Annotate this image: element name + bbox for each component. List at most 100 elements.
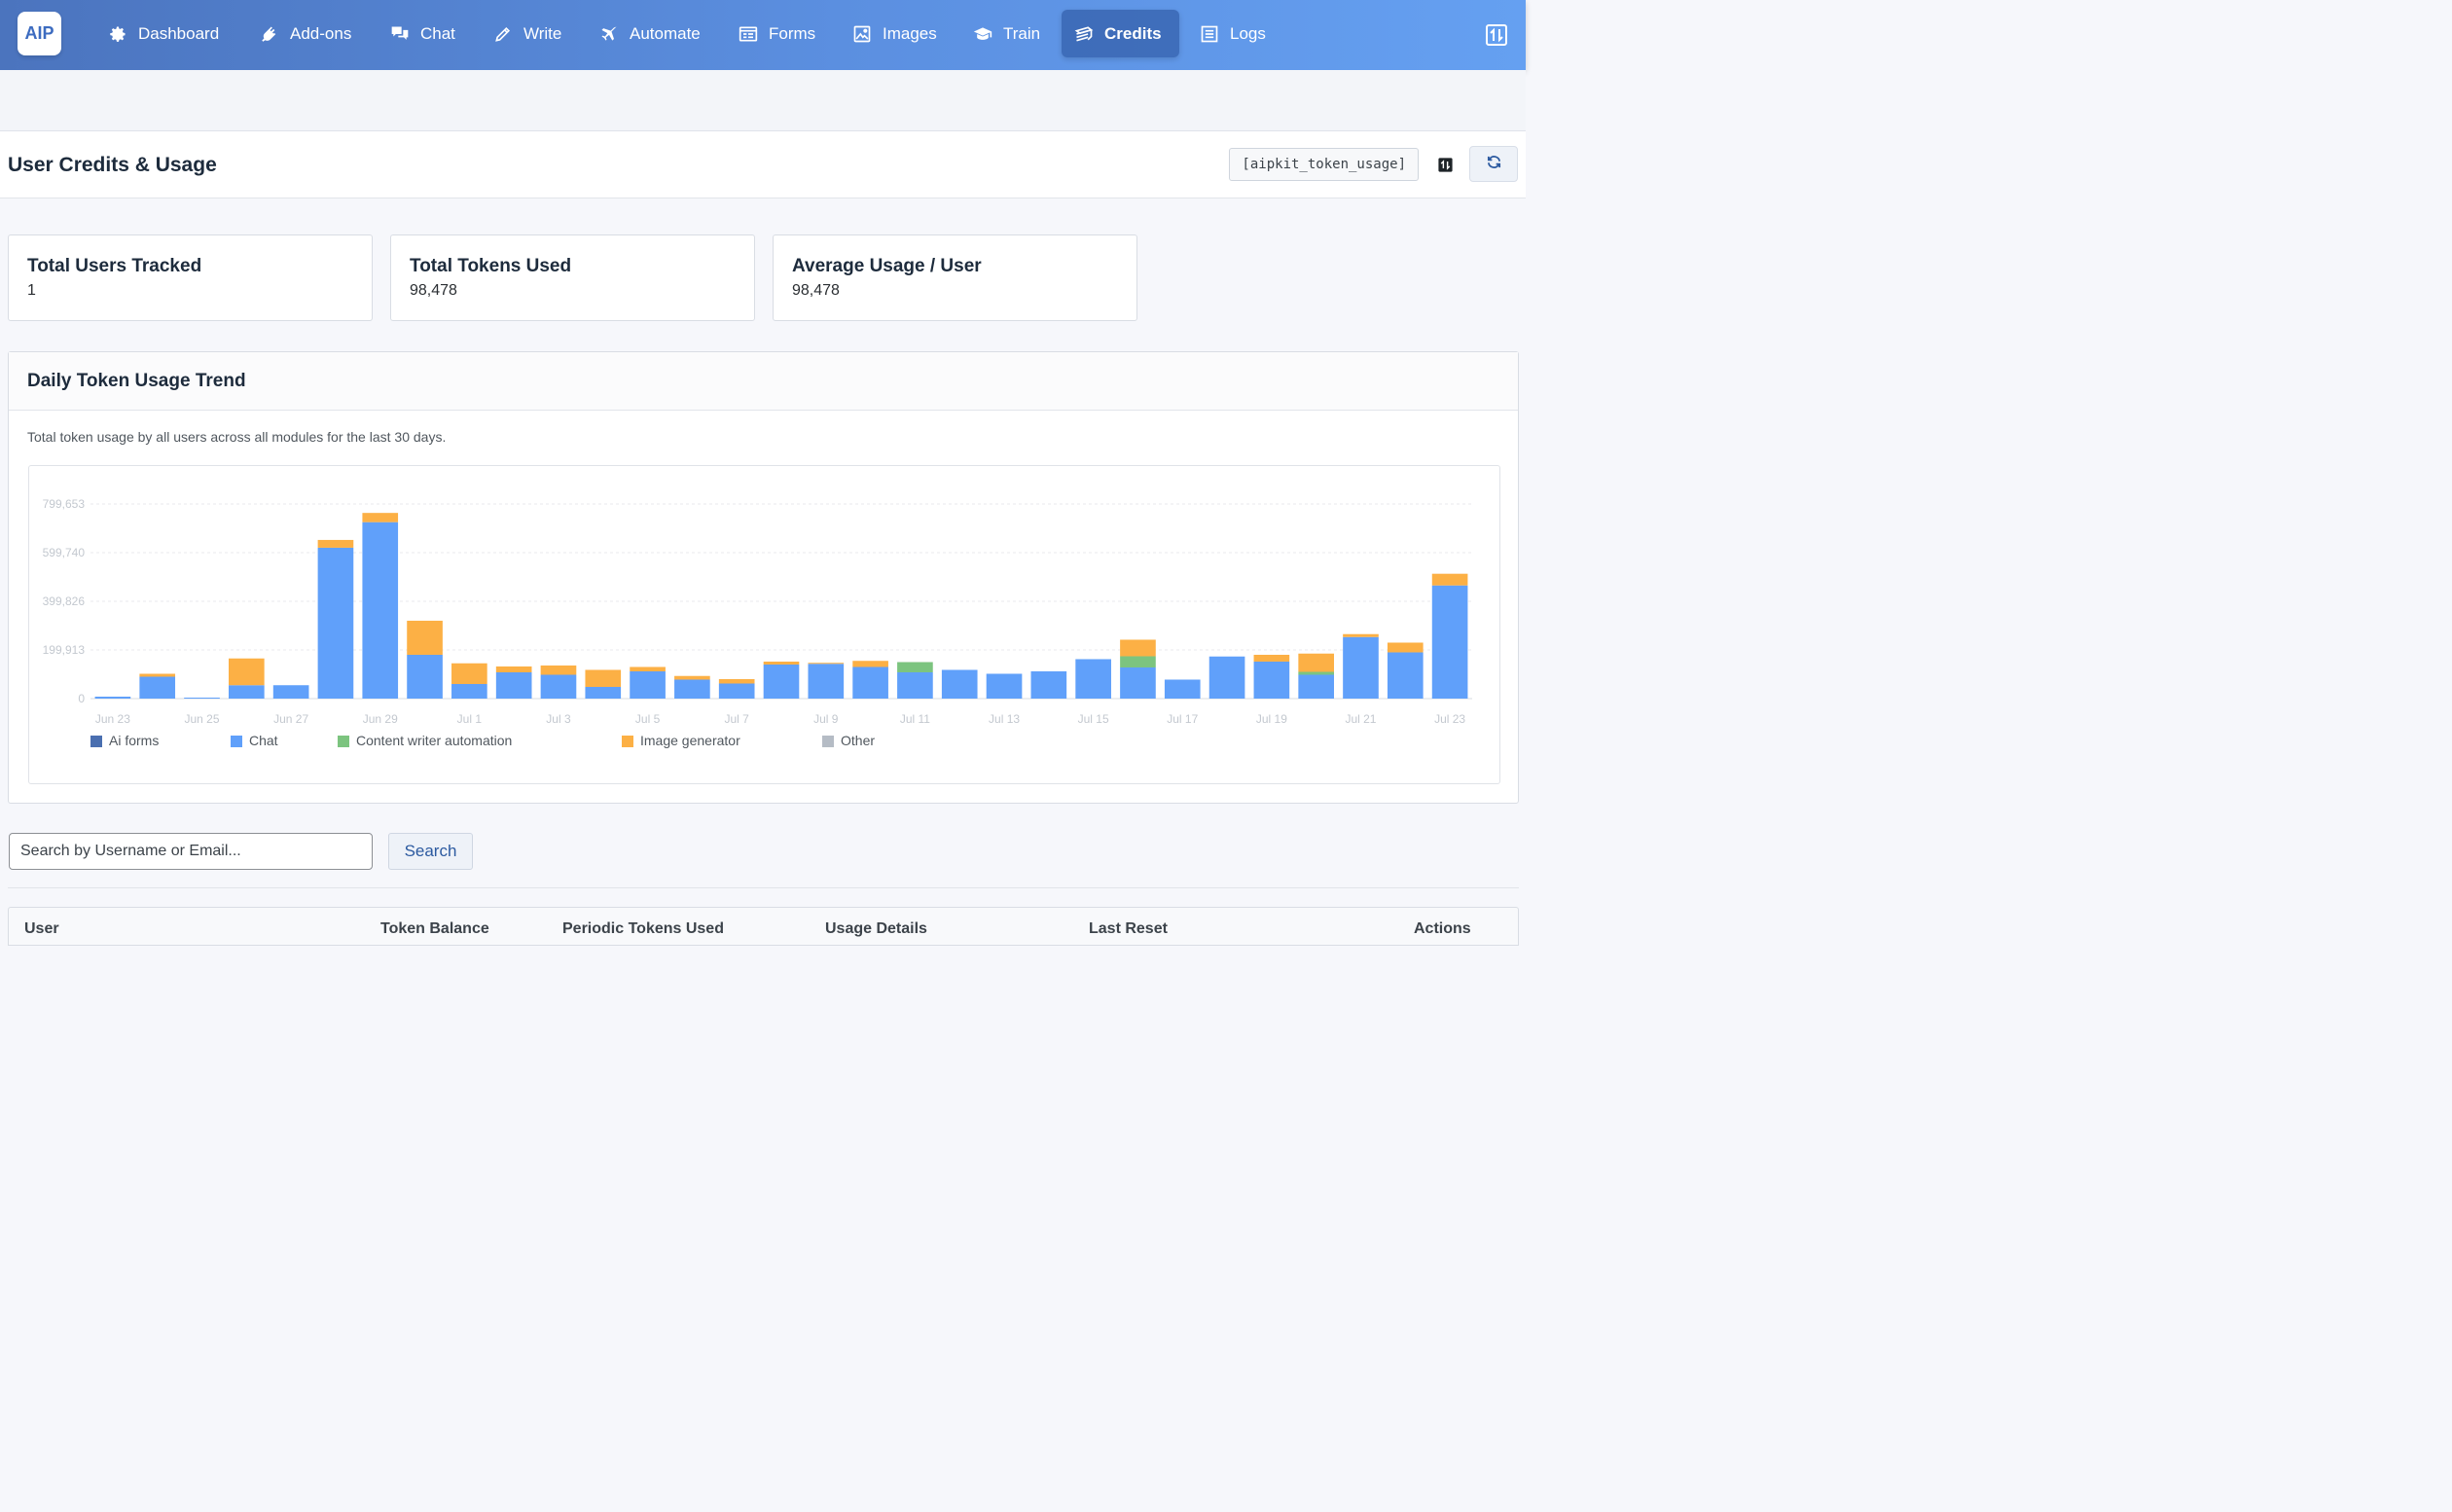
bar-segment-image-generator <box>451 663 487 684</box>
plug-icon <box>259 23 280 45</box>
bar-segment-chat <box>674 679 710 699</box>
list-icon <box>1199 23 1220 45</box>
users-table-header: User Token Balance Periodic Tokens Used … <box>8 907 1519 946</box>
column-header[interactable]: Usage Details <box>825 920 927 937</box>
chart-container: 0 199,913 399,826 599,740 799,653 Jun 23 Jun 2… <box>28 465 1500 784</box>
airplane-icon <box>598 23 620 45</box>
stat-card-average-usage: Average Usage / User 98,478 <box>773 234 1137 321</box>
column-header[interactable]: Token Balance <box>380 920 489 937</box>
app-logo[interactable]: AIP <box>18 12 61 55</box>
bar-segment-content-writer-automation <box>897 662 933 672</box>
bar-segment-chat <box>229 685 265 699</box>
bar-segment-chat <box>1030 670 1067 699</box>
nav-label: Write <box>523 23 562 43</box>
layout-toggle-icon[interactable] <box>1485 23 1508 47</box>
bar-segment-image-generator <box>1298 653 1334 672</box>
legend-label: Content writer automation <box>356 733 512 748</box>
nav-item-dashboard[interactable]: Dashboard <box>95 10 231 57</box>
money-stack-icon <box>1073 23 1095 45</box>
nav-item-train[interactable]: Train <box>960 10 1052 57</box>
bar-segment-image-generator <box>495 666 532 672</box>
legend-label: Image generator <box>640 733 740 748</box>
usage-trend-panel: Daily Token Usage Trend Total token usag… <box>8 351 1519 804</box>
bar-segment-chat <box>1298 674 1334 699</box>
bar-segment-content-writer-automation <box>1298 671 1334 675</box>
legend-swatch <box>822 736 834 747</box>
copy-icon[interactable] <box>1437 157 1454 173</box>
bar-segment-image-generator <box>1343 633 1379 637</box>
y-tick-label: 399,826 <box>43 594 86 608</box>
column-header[interactable]: Actions <box>1414 920 1471 937</box>
x-tick-label: Jul 9 <box>813 712 839 726</box>
bar-segment-chat <box>495 671 532 699</box>
search-button[interactable]: Search <box>388 833 473 870</box>
nav-item-chat[interactable]: Chat <box>378 10 467 57</box>
bar-segment-chat <box>317 547 354 699</box>
nav-label: Automate <box>630 23 701 43</box>
bar-segment-image-generator <box>540 665 577 675</box>
column-header[interactable]: User <box>24 920 59 937</box>
stat-value: 98,478 <box>792 282 840 299</box>
divider <box>8 887 1519 888</box>
stat-title: Average Usage / User <box>792 256 982 276</box>
y-tick-label: 599,740 <box>43 546 86 559</box>
nav-item-add-ons[interactable]: Add-ons <box>247 10 363 57</box>
x-tick-label: Jul 1 <box>457 712 483 726</box>
nav-item-credits[interactable]: Credits <box>1062 10 1179 57</box>
bar-segment-chat <box>94 696 131 699</box>
chat-bubbles-icon <box>389 23 411 45</box>
nav-label: Credits <box>1104 23 1162 43</box>
panel-header: Daily Token Usage Trend <box>9 352 1518 411</box>
nav-label: Logs <box>1230 23 1266 43</box>
nav-item-forms[interactable]: Forms <box>726 10 827 57</box>
bar-segment-chat <box>1075 659 1111 699</box>
bar-segment-chat <box>1208 656 1245 699</box>
legend-label: Other <box>841 733 875 748</box>
bar-segment-chat <box>986 673 1023 699</box>
page-header: User Credits & Usage [aipkit_token_usage… <box>0 131 1526 198</box>
bar-segment-chat <box>585 686 622 699</box>
gear-icon <box>107 23 128 45</box>
nav-label: Train <box>1003 23 1041 43</box>
stat-value: 1 <box>27 282 36 299</box>
bar-segment-chat <box>1431 585 1468 699</box>
column-header[interactable]: Periodic Tokens Used <box>562 920 724 937</box>
bar-segment-chat <box>184 697 220 699</box>
x-tick-label: Jul 15 <box>1078 712 1109 726</box>
usage-chart: 0 199,913 399,826 599,740 799,653 Jun 23 Jun 2… <box>43 497 1472 748</box>
bar-segment-image-generator <box>1387 642 1424 653</box>
bar-segment-chat <box>407 654 443 699</box>
bar-segment-image-generator <box>1253 654 1290 662</box>
bar-segment-image-generator <box>674 675 710 680</box>
shortcode-display[interactable]: [aipkit_token_usage] <box>1229 148 1419 181</box>
refresh-button[interactable] <box>1469 146 1518 182</box>
x-tick-label: Jul 21 <box>1345 712 1376 726</box>
nav-item-logs[interactable]: Logs <box>1187 10 1278 57</box>
bar-segment-chat <box>451 683 487 699</box>
y-tick-label: 0 <box>78 692 85 705</box>
x-tick-label: Jul 13 <box>989 712 1020 726</box>
nav-label: Images <box>883 23 937 43</box>
bar-segment-image-generator <box>585 669 622 687</box>
legend-swatch <box>622 736 633 747</box>
nav-item-write[interactable]: Write <box>481 10 573 57</box>
column-header[interactable]: Last Reset <box>1089 920 1168 937</box>
x-tick-label: Jun 23 <box>95 712 130 726</box>
legend-swatch <box>90 736 102 747</box>
bar-segment-chat <box>941 669 978 699</box>
search-input[interactable] <box>9 833 373 870</box>
nav-item-images[interactable]: Images <box>840 10 949 57</box>
legend-label: Chat <box>249 733 278 748</box>
image-icon <box>851 23 873 45</box>
x-tick-label: Jun 25 <box>185 712 220 726</box>
bar-segment-chat <box>630 670 666 699</box>
bar-segment-chat <box>540 674 577 699</box>
nav-label: Add-ons <box>290 23 352 43</box>
panel-description: Total token usage by all users across al… <box>27 429 447 445</box>
x-tick-label: Jul 17 <box>1167 712 1198 726</box>
bar-segment-chat <box>808 664 845 699</box>
x-tick-label: Jul 7 <box>725 712 750 726</box>
nav-item-automate[interactable]: Automate <box>587 10 712 57</box>
x-tick-label: Jul 3 <box>546 712 571 726</box>
bar-segment-content-writer-automation <box>1120 656 1156 667</box>
